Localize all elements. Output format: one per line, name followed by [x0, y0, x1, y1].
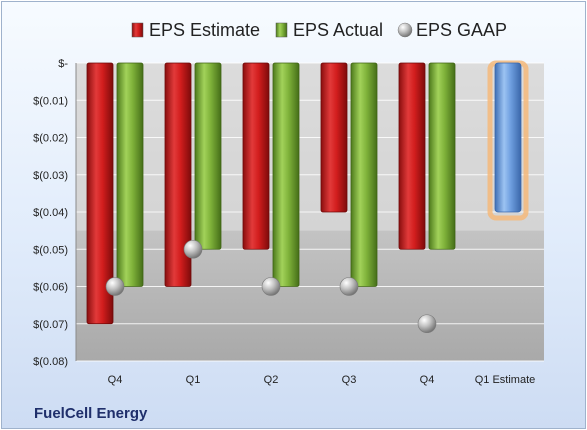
bar-estimate [86, 62, 114, 325]
bar-actual [272, 62, 300, 287]
x-tick-label: Q4 [108, 374, 123, 386]
plot-upper-band [76, 63, 544, 231]
legend-label: EPS Actual [293, 20, 383, 40]
y-tick-label: $(0.06) [33, 282, 68, 294]
legend-swatch [397, 22, 413, 38]
gaap-markers [105, 239, 437, 334]
y-tick-label: $(0.07) [33, 319, 68, 331]
y-tick-label: $(0.02) [33, 133, 68, 145]
legend-swatch [275, 22, 288, 38]
gaap-marker [105, 277, 125, 296]
bar-estimate [398, 62, 426, 250]
bars [86, 60, 529, 325]
bar-actual [428, 62, 456, 250]
company-name: FuelCell Energy [34, 405, 148, 422]
bar-actual [116, 62, 144, 287]
x-tick-label: Q2 [264, 374, 279, 386]
bar-actual [350, 62, 378, 287]
y-tick-label: $- [58, 58, 68, 70]
y-tick-label: $(0.08) [33, 356, 68, 368]
x-tick-label: Q1 Estimate [475, 374, 536, 386]
legend-label: EPS GAAP [416, 20, 507, 40]
bar-actual [194, 62, 222, 250]
gaap-marker [417, 314, 437, 334]
y-tick-label: $(0.04) [33, 207, 68, 219]
y-tick-label: $(0.05) [33, 244, 68, 256]
x-axis-ticks: Q4 Q1 Q2 Q3 Q4 Q1 Estimate [108, 374, 536, 386]
gridlines [75, 62, 544, 362]
gaap-marker [183, 239, 203, 259]
legend-label: EPS Estimate [149, 20, 260, 40]
x-tick-label: Q3 [342, 374, 357, 386]
gaap-marker [261, 277, 281, 296]
bar-estimate [320, 62, 348, 213]
bar-estimate [164, 62, 192, 287]
x-tick-label: Q4 [420, 374, 435, 386]
bar-estimate [494, 62, 522, 213]
y-axis-ticks: $- $(0.01) $(0.02) $(0.03) $(0.04) $(0.05) $(0… [33, 58, 68, 368]
y-tick-label: $(0.03) [33, 170, 68, 182]
bar-estimate [242, 62, 270, 250]
gaap-marker [339, 277, 359, 296]
legend-swatch [131, 22, 144, 38]
legend: EPS Estimate EPS Actual EPS GAAP [131, 20, 507, 40]
y-tick-label: $(0.01) [33, 95, 68, 107]
x-tick-label: Q1 [186, 374, 201, 386]
